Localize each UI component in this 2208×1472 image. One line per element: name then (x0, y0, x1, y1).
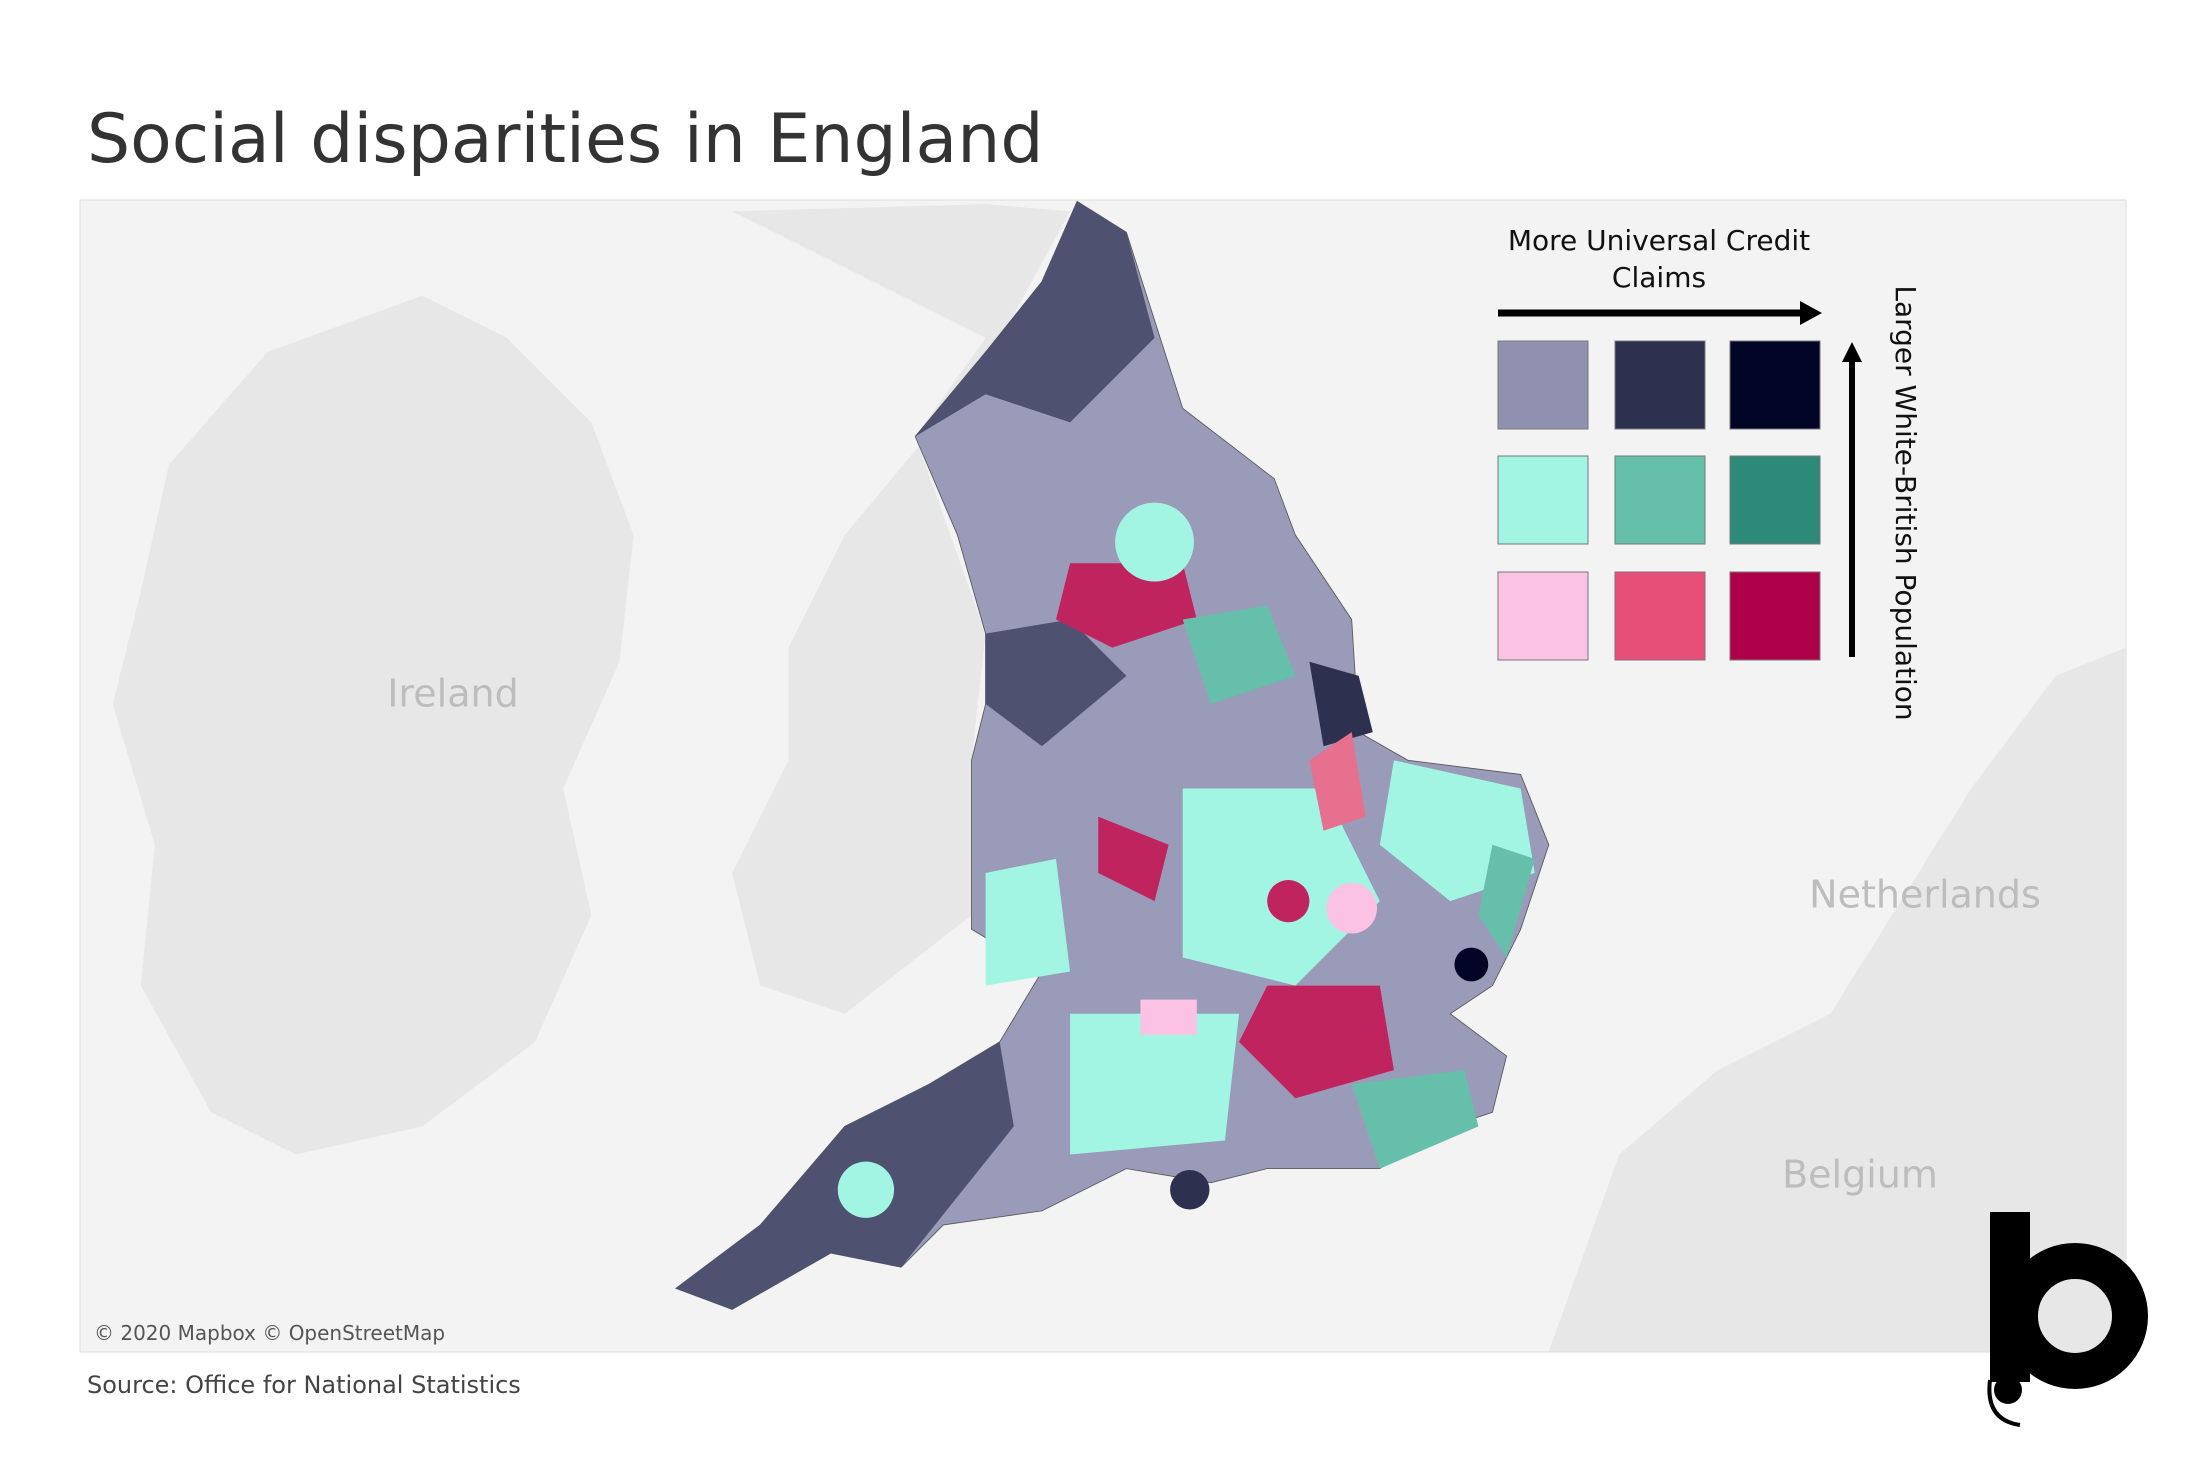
region (1478, 844, 1535, 958)
land-britain (732, 204, 1071, 1014)
region (915, 201, 1155, 437)
country-label: Netherlands (1809, 873, 2041, 917)
legend-swatch (1614, 571, 1706, 661)
legend-swatch (1497, 455, 1589, 545)
legend-swatch (1729, 340, 1821, 430)
region (1140, 999, 1197, 1035)
region (1056, 563, 1197, 648)
legend-swatch (1497, 340, 1589, 430)
map (112, 200, 2127, 1352)
country-label: Ireland (387, 672, 518, 716)
attribution: © 2020 Mapbox © OpenStreetMap (94, 1321, 445, 1345)
source: Source: Office for National Statistics (87, 1371, 521, 1399)
region (985, 858, 1071, 986)
country-label: Belgium (1782, 1153, 1938, 1197)
region (837, 1161, 895, 1218)
region (1326, 882, 1378, 934)
legend-swatch (1497, 571, 1589, 661)
region (1267, 880, 1310, 923)
land-continent (1548, 647, 2127, 1352)
region (1182, 605, 1296, 704)
region (1309, 661, 1373, 747)
logo (1987, 1212, 2148, 1427)
legend-y-label: Larger White-British Population (1889, 285, 1922, 720)
region (1309, 732, 1366, 831)
region (1351, 1070, 1479, 1169)
region (1239, 985, 1394, 1099)
region (1454, 947, 1489, 982)
legend-grid (1497, 340, 1821, 661)
legend-swatch (1729, 455, 1821, 545)
legend-x-label: More Universal Credit Claims (1508, 224, 1810, 294)
legend-y-arrowhead (1842, 342, 1862, 362)
title: Social disparities in England (87, 100, 1043, 179)
legend-swatch (1614, 340, 1706, 430)
region (985, 619, 1127, 747)
region (1070, 1013, 1240, 1155)
region (1115, 502, 1194, 582)
legend-swatch (1729, 571, 1821, 661)
legend-x-arrowhead (1800, 301, 1822, 325)
land-ireland (112, 295, 634, 1155)
region (1170, 1170, 1210, 1210)
legend-swatch (1614, 455, 1706, 545)
